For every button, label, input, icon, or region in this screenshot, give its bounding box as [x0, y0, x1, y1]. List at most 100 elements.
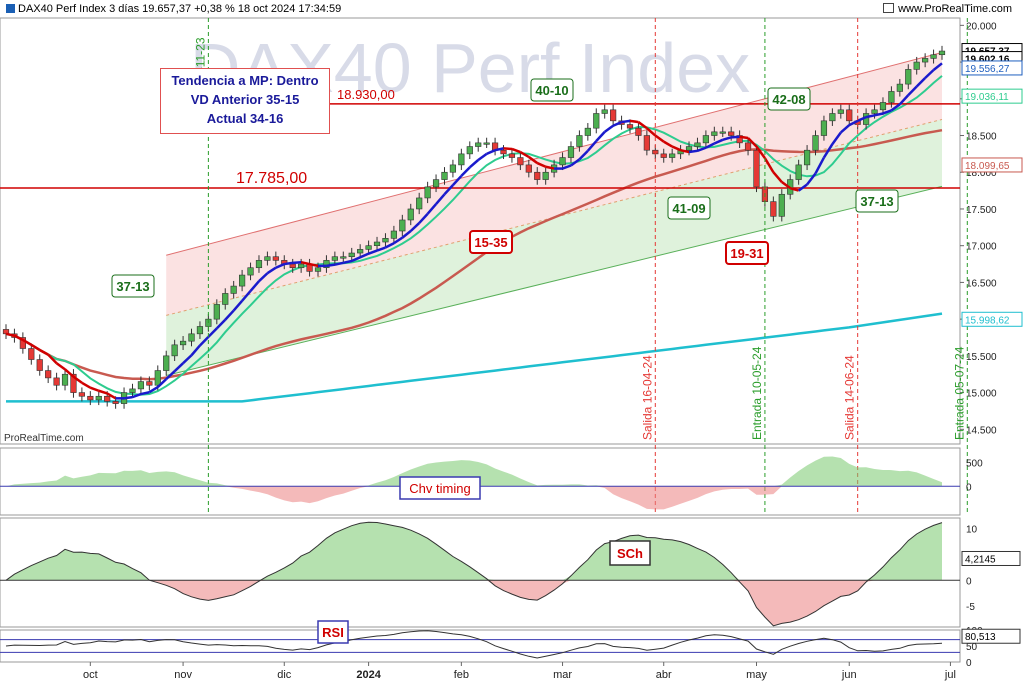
signal-line-segment: [351, 256, 361, 263]
site-link[interactable]: www.ProRealTime.com: [883, 3, 1012, 15]
candle-body: [483, 142, 490, 145]
signal-line-segment: [47, 353, 58, 365]
channel-upper-line: [166, 52, 943, 256]
candle-body: [348, 252, 355, 258]
candle-body: [694, 142, 701, 147]
print-icon[interactable]: [883, 3, 895, 13]
signal-box-label: 41-09: [672, 201, 705, 216]
signal-box: [855, 189, 899, 213]
candle-body: [36, 359, 43, 371]
panel-frame-4: [0, 629, 961, 663]
candle-body: [685, 146, 693, 151]
signal-box: [469, 230, 513, 254]
y-tick-label: 15.500: [966, 352, 997, 363]
signal-line-segment: [621, 119, 631, 124]
candle-body: [475, 142, 482, 147]
signal-line-segment: [98, 389, 108, 395]
signal-line-segment: [789, 186, 799, 192]
x-tick-label: mar: [553, 669, 572, 681]
candle-body: [534, 171, 541, 180]
candle-body: [820, 120, 828, 136]
x-tick-label: jul: [944, 669, 956, 681]
candle-body: [87, 395, 94, 401]
signal-line-segment: [831, 131, 842, 145]
signal-line-segment: [646, 127, 657, 137]
candle-body: [272, 256, 279, 261]
signal-line-segment: [848, 119, 859, 127]
signal-line-segment: [705, 142, 715, 149]
x-tick-label: oct: [83, 669, 98, 681]
signal-line-segment: [334, 261, 344, 266]
candle-body: [871, 109, 878, 114]
signal-line-segment: [586, 140, 598, 152]
chart-header-title: DAX40 Perf Index 3 días 19.657,37 +0,38 …: [6, 3, 341, 15]
chart-title: DAX40 Perf Index 3 días 19.657,37 +0,38 …: [18, 3, 342, 15]
signal-line-segment: [224, 309, 235, 321]
panel-frame-2: [0, 447, 961, 516]
signal-line-segment: [5, 332, 15, 337]
y-tick-label: 16.500: [966, 278, 997, 289]
signal-line-segment: [165, 370, 176, 381]
candle-body: [879, 102, 887, 111]
signal-line-segment: [384, 242, 395, 249]
candle-body: [829, 113, 836, 122]
y-tick-label: 18.500: [966, 132, 997, 143]
x-tick-label: may: [746, 669, 767, 681]
candle-body: [416, 197, 423, 210]
signal-line-segment: [173, 362, 184, 373]
signal-line-segment: [89, 386, 100, 392]
signal-line-segment: [284, 261, 293, 266]
signal-line-segment: [503, 147, 513, 151]
signal-line-segment: [755, 145, 766, 159]
signal-line-segment: [722, 136, 732, 142]
candle-body: [593, 113, 600, 129]
candle-body: [458, 153, 465, 166]
x-tick-label: dic: [277, 669, 292, 681]
signal-line-segment: [739, 135, 749, 140]
signal-line-segment: [663, 140, 673, 148]
candle-body: [795, 164, 802, 180]
signal-line-segment: [393, 236, 404, 245]
candle-body: [407, 208, 414, 221]
price-tag-label: 19.556,27: [965, 64, 1010, 75]
x-tick-label: nov: [174, 669, 192, 681]
signal-line-segment: [688, 149, 698, 154]
signal-line-segment: [865, 114, 875, 119]
signal-line-segment: [839, 124, 851, 134]
candle-body: [255, 260, 263, 269]
signal-line-segment: [536, 161, 547, 168]
signal-line-segment: [814, 156, 826, 175]
sch-negative-area: [6, 580, 942, 626]
signal-box: [667, 196, 711, 220]
candle-body: [163, 355, 170, 371]
signal-line-segment: [123, 395, 133, 400]
rsi-title-box: [317, 620, 349, 644]
signal-line-segment: [822, 143, 834, 159]
candle-body: [340, 256, 347, 259]
candle-body: [778, 193, 785, 217]
candle-body: [922, 58, 929, 63]
signal-line-segment: [477, 152, 488, 162]
candle-body: [441, 171, 448, 180]
signal-line-segment: [140, 390, 150, 396]
signal-box-label: 40-10: [535, 83, 568, 98]
signal-box-label: 15-35: [474, 235, 507, 250]
candle-body: [104, 395, 111, 402]
rsi-last-tag: [961, 628, 1021, 644]
rsi-title: RSI: [322, 625, 344, 640]
signal-line-segment: [199, 336, 210, 347]
signal-line-segment: [806, 172, 817, 186]
ma-mid-line: [5, 128, 943, 381]
candle-body: [365, 245, 372, 250]
info-box-line-3: Actual 34-16: [206, 111, 284, 126]
candle-body: [129, 388, 136, 393]
candle-body: [812, 135, 819, 151]
candle-body: [626, 124, 634, 129]
candle-body: [264, 256, 271, 261]
signal-box-label: 19-31: [730, 246, 763, 261]
signal-line-segment: [460, 166, 471, 177]
signal-line-segment: [915, 77, 927, 88]
signal-line-segment: [763, 157, 775, 173]
candle-body: [508, 153, 516, 158]
signal-line-segment: [435, 193, 446, 205]
